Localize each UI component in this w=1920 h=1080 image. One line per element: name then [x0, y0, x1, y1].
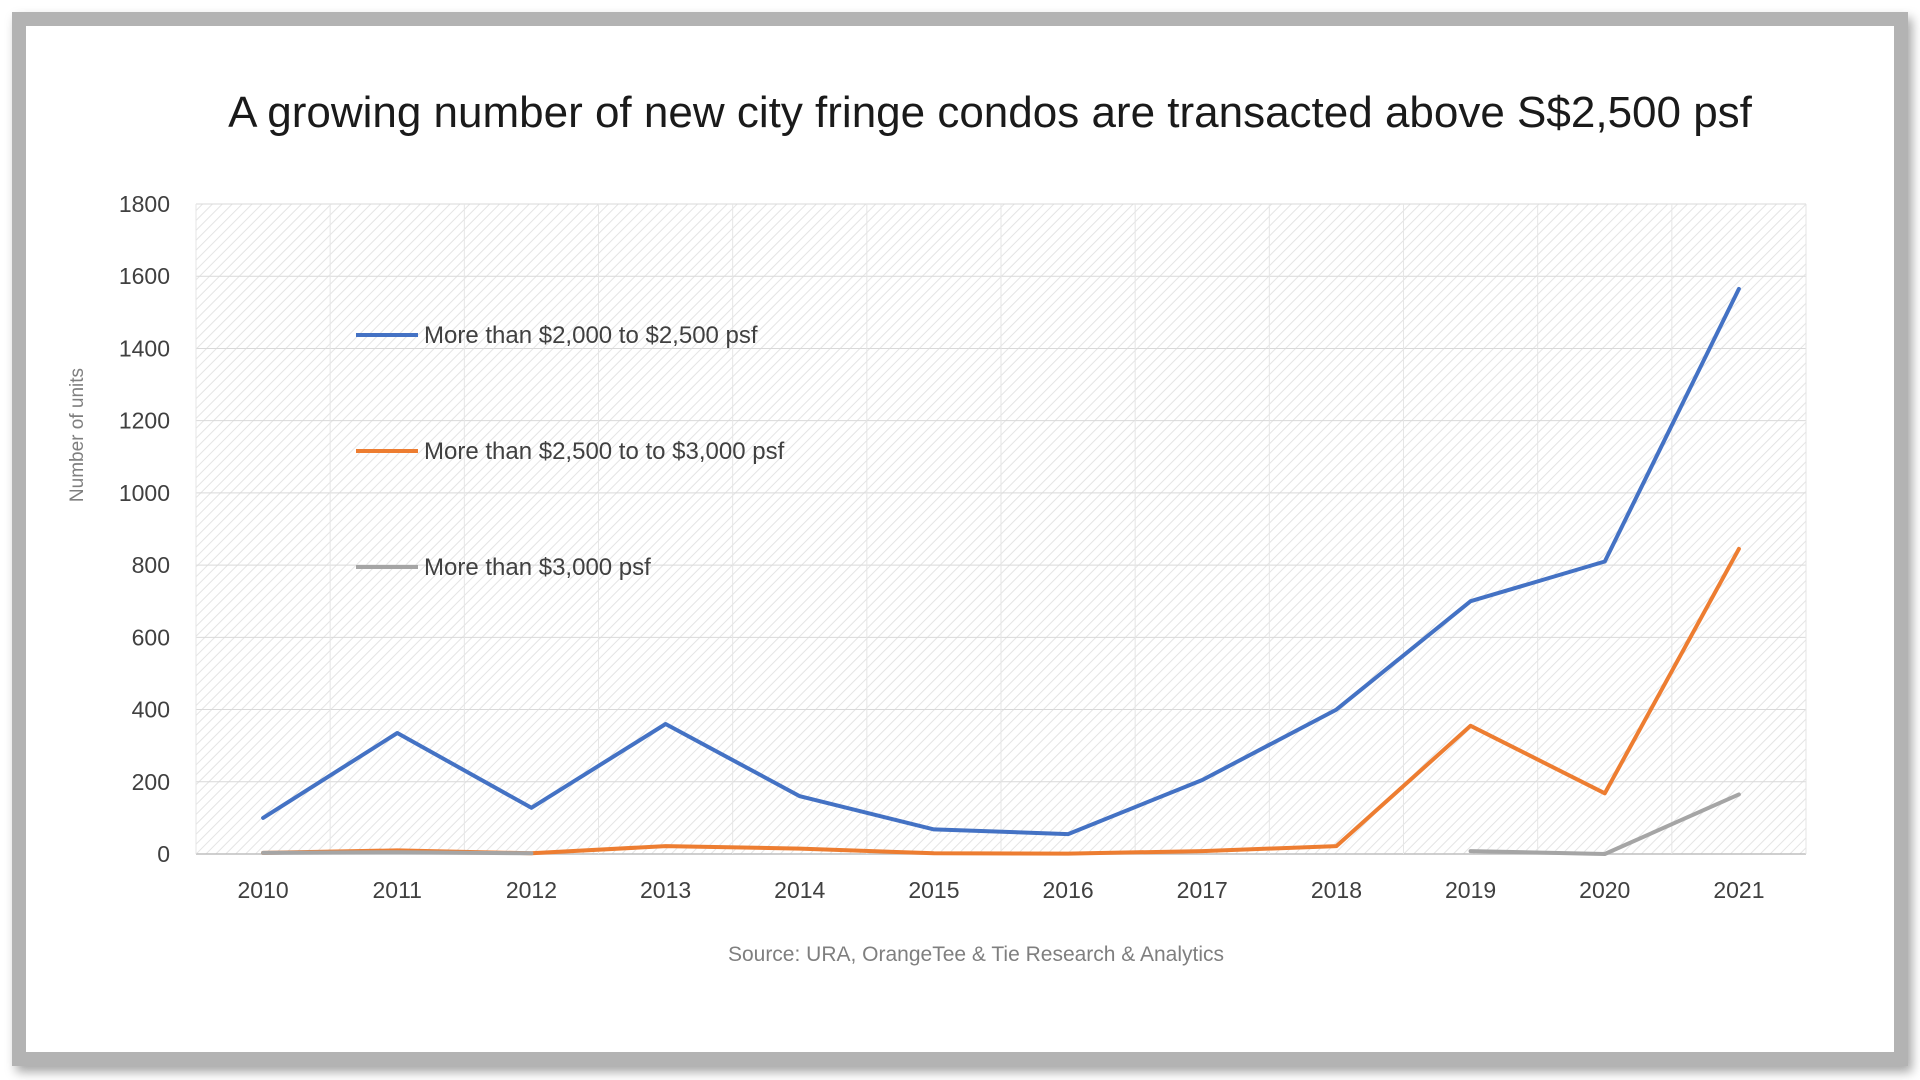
- x-tick-label: 2013: [640, 877, 691, 903]
- x-tick-label: 2020: [1579, 877, 1630, 903]
- x-axis-ticks: 2010 2011 2012 2013 2014 2015 2016 2017 2018 2019…: [237, 877, 1764, 903]
- x-tick-label: 2016: [1042, 877, 1093, 903]
- legend-label-3: More than $3,000 psf: [424, 554, 651, 581]
- y-tick-label: 1600: [119, 263, 170, 289]
- y-tick-label: 200: [132, 769, 170, 795]
- series-line-3: [1468, 792, 1741, 856]
- x-tick-label: 2021: [1713, 877, 1764, 903]
- x-tick-label: 2012: [506, 877, 557, 903]
- series-line-1: [261, 286, 1741, 837]
- y-tick-label: 1000: [119, 480, 170, 506]
- series-lines: [261, 286, 1741, 856]
- x-tick-label: 2018: [1311, 877, 1362, 903]
- legend-label-2: More than $2,500 to to $3,000 psf: [424, 438, 785, 465]
- y-tick-label: 1800: [119, 191, 170, 217]
- legend: More than $2,000 to $2,500 psf More than …: [356, 322, 785, 581]
- chart-title: A growing number of new city fringe cond…: [228, 88, 1753, 137]
- series-line-3: [261, 850, 534, 856]
- legend-label-1: More than $2,000 to $2,500 psf: [424, 322, 758, 349]
- y-tick-label: 600: [132, 624, 170, 650]
- y-tick-label: 0: [157, 841, 170, 867]
- x-tick-label: 2017: [1177, 877, 1228, 903]
- x-tick-label: 2010: [237, 877, 288, 903]
- x-tick-label: 2015: [908, 877, 959, 903]
- x-tick-label: 2019: [1445, 877, 1496, 903]
- y-tick-label: 800: [132, 552, 170, 578]
- x-tick-label: 2011: [373, 877, 422, 903]
- y-axis-ticks: 0 200 400 600 800 1000 1200 1400 1600 1800: [119, 191, 170, 867]
- y-tick-label: 400: [132, 697, 170, 723]
- x-tick-label: 2014: [774, 877, 825, 903]
- source-note: Source: URA, OrangeTee & Tie Research & …: [728, 943, 1224, 966]
- y-tick-label: 1400: [119, 335, 170, 361]
- y-tick-label: 1200: [119, 408, 170, 434]
- y-axis-label: Number of units: [67, 368, 88, 502]
